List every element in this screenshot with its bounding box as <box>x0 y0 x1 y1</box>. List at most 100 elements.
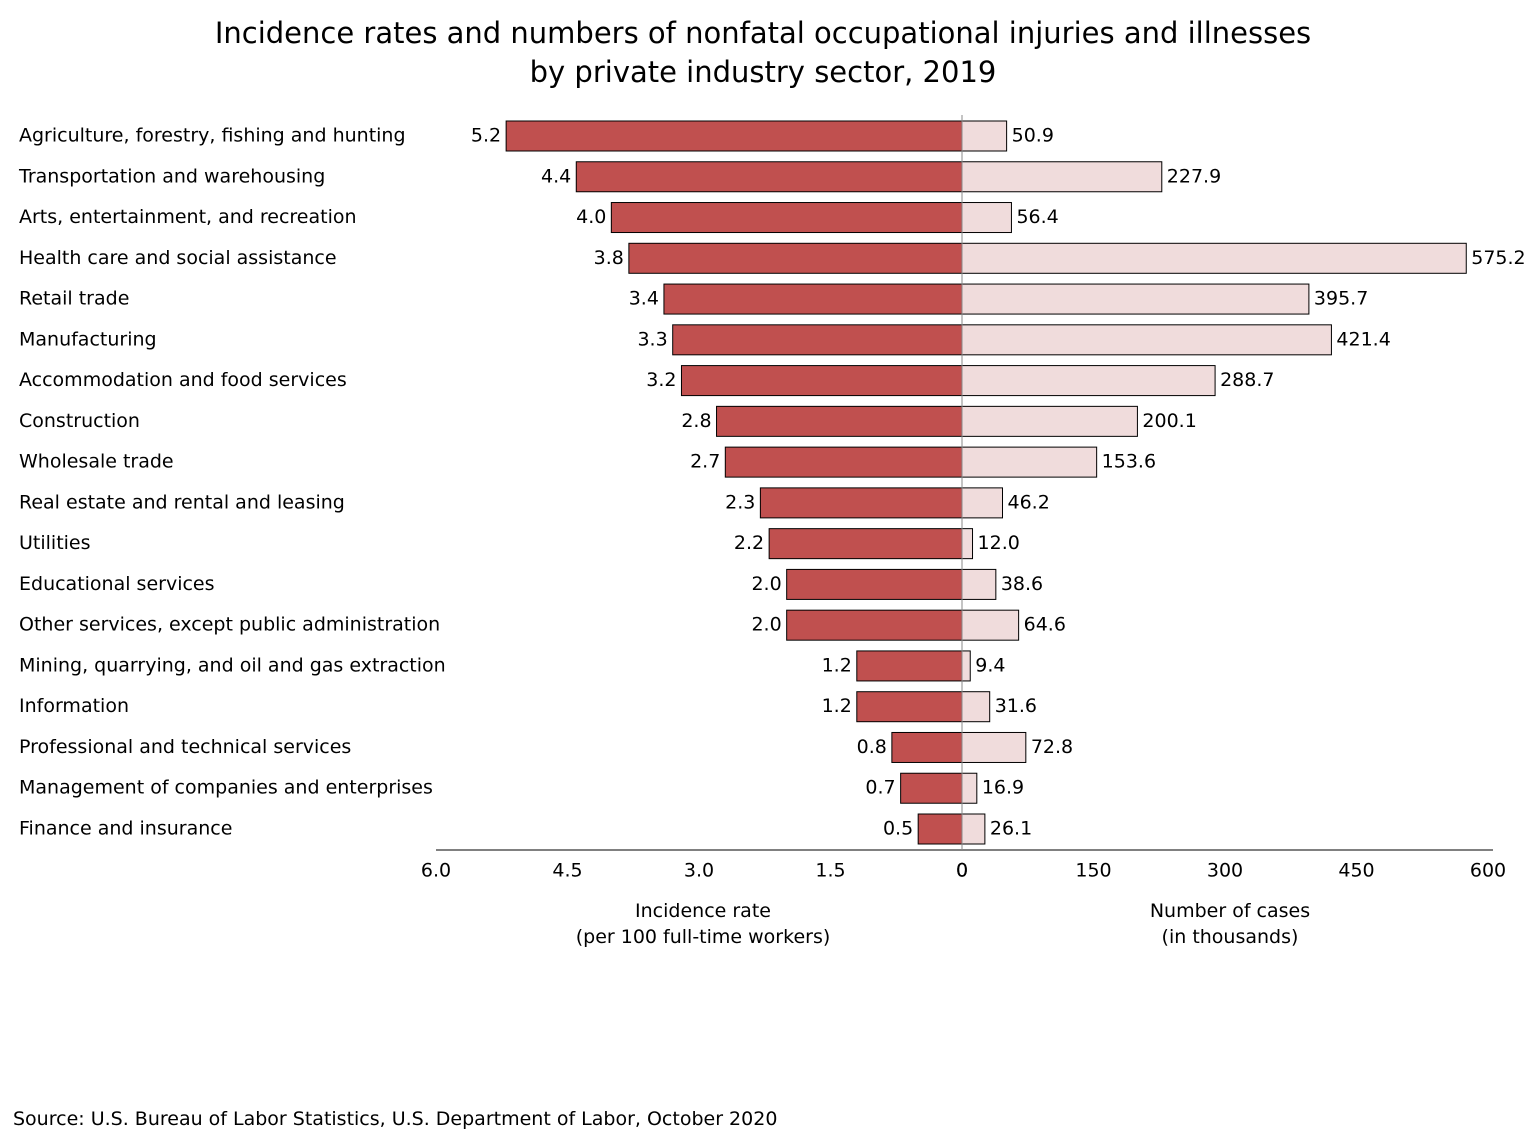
value-label: 4.4 <box>541 165 571 187</box>
value-label: 200.1 <box>1142 410 1196 432</box>
value-label: 288.7 <box>1220 369 1274 391</box>
chart-title: Incidence rates and numbers of nonfatal … <box>214 16 1312 89</box>
bar <box>891 731 963 763</box>
value-label: 46.2 <box>1008 491 1050 513</box>
bar <box>768 528 963 560</box>
bar <box>961 283 1310 315</box>
x2-tick-label: 150 <box>1075 860 1111 882</box>
value-label: 153.6 <box>1102 451 1156 473</box>
x2-tick-label: 300 <box>1207 860 1243 882</box>
category-label: Real estate and rental and leasing <box>19 491 345 513</box>
value-label: 3.4 <box>629 288 659 310</box>
category-label: Manufacturing <box>19 328 157 350</box>
value-label: 9.4 <box>975 654 1005 676</box>
value-label: 26.1 <box>990 818 1032 840</box>
value-label: 56.4 <box>1016 206 1058 228</box>
bar <box>961 202 1012 234</box>
bar <box>961 650 971 682</box>
x2-tick-label: 0 <box>956 860 968 882</box>
x-tick-label: 3.0 <box>684 860 714 882</box>
value-label: 2.2 <box>734 532 764 554</box>
value-label: 4.0 <box>576 206 606 228</box>
x-tick-label: 4.5 <box>552 860 582 882</box>
source-note: Source: U.S. Bureau of Labor Statistics,… <box>13 1108 778 1130</box>
x2-tick-label: 600 <box>1470 860 1506 882</box>
bar <box>759 487 963 519</box>
value-label: 16.9 <box>982 777 1024 799</box>
x-axis-label: Incidence rate (per 100 full-time worker… <box>575 900 831 948</box>
bar <box>961 772 978 804</box>
category-label: Agriculture, forestry, fishing and hunti… <box>19 125 406 147</box>
value-label: 2.8 <box>681 410 711 432</box>
bar <box>786 609 963 641</box>
x2-tick-label: 450 <box>1338 860 1374 882</box>
value-label: 31.6 <box>995 695 1037 717</box>
value-label: 1.2 <box>822 654 852 676</box>
bar <box>961 161 1163 193</box>
value-label: 3.3 <box>637 328 667 350</box>
value-label: 227.9 <box>1167 165 1221 187</box>
bar <box>961 813 986 845</box>
bar <box>961 365 1216 397</box>
category-label: Transportation and warehousing <box>18 165 325 187</box>
bar <box>610 202 963 234</box>
bar <box>917 813 963 845</box>
bar <box>961 120 1008 152</box>
x2-axis-label: Number of cases (in thousands) <box>1149 900 1311 948</box>
bar <box>961 242 1467 274</box>
category-label: Utilities <box>19 532 91 554</box>
value-label: 395.7 <box>1314 288 1368 310</box>
x-tick-label: 6.0 <box>421 860 451 882</box>
bar <box>680 365 963 397</box>
category-label: Mining, quarrying, and oil and gas extra… <box>19 654 446 676</box>
category-label: Professional and technical services <box>19 736 351 758</box>
category-label: Educational services <box>19 573 215 595</box>
bar <box>575 161 963 193</box>
value-label: 5.2 <box>471 125 501 147</box>
value-label: 3.2 <box>646 369 676 391</box>
bar <box>961 528 974 560</box>
category-label: Finance and insurance <box>19 818 232 840</box>
value-label: 0.7 <box>865 777 895 799</box>
bar <box>672 324 963 356</box>
bar <box>856 650 963 682</box>
bar <box>716 405 963 437</box>
bar <box>961 691 991 723</box>
bar <box>900 772 963 804</box>
value-label: 3.8 <box>594 247 624 269</box>
category-label: Information <box>19 695 129 717</box>
bar <box>961 324 1332 356</box>
value-label: 421.4 <box>1336 328 1390 350</box>
bar <box>961 609 1020 641</box>
category-label: Wholesale trade <box>19 451 174 473</box>
bar <box>628 242 963 274</box>
value-label: 0.5 <box>883 818 913 840</box>
bar <box>961 446 1098 478</box>
bar <box>786 568 963 600</box>
value-label: 1.2 <box>822 695 852 717</box>
value-label: 50.9 <box>1012 125 1054 147</box>
bar <box>961 568 997 600</box>
value-label: 0.8 <box>857 736 887 758</box>
category-label: Arts, entertainment, and recreation <box>19 206 357 228</box>
value-label: 575.2 <box>1471 247 1525 269</box>
bar <box>663 283 963 315</box>
bar <box>724 446 963 478</box>
category-label: Retail trade <box>19 288 129 310</box>
value-label: 72.8 <box>1031 736 1073 758</box>
value-label: 64.6 <box>1024 614 1066 636</box>
bar <box>505 120 963 152</box>
value-label: 38.6 <box>1001 573 1043 595</box>
bar <box>961 487 1004 519</box>
value-label: 12.0 <box>978 532 1020 554</box>
value-label: 2.0 <box>751 614 781 636</box>
category-label: Management of companies and enterprises <box>19 777 433 799</box>
category-label: Health care and social assistance <box>19 247 337 269</box>
bar <box>961 731 1027 763</box>
bar <box>961 405 1138 437</box>
value-label: 2.3 <box>725 491 755 513</box>
x-tick-label: 1.5 <box>815 860 845 882</box>
bar <box>856 691 963 723</box>
